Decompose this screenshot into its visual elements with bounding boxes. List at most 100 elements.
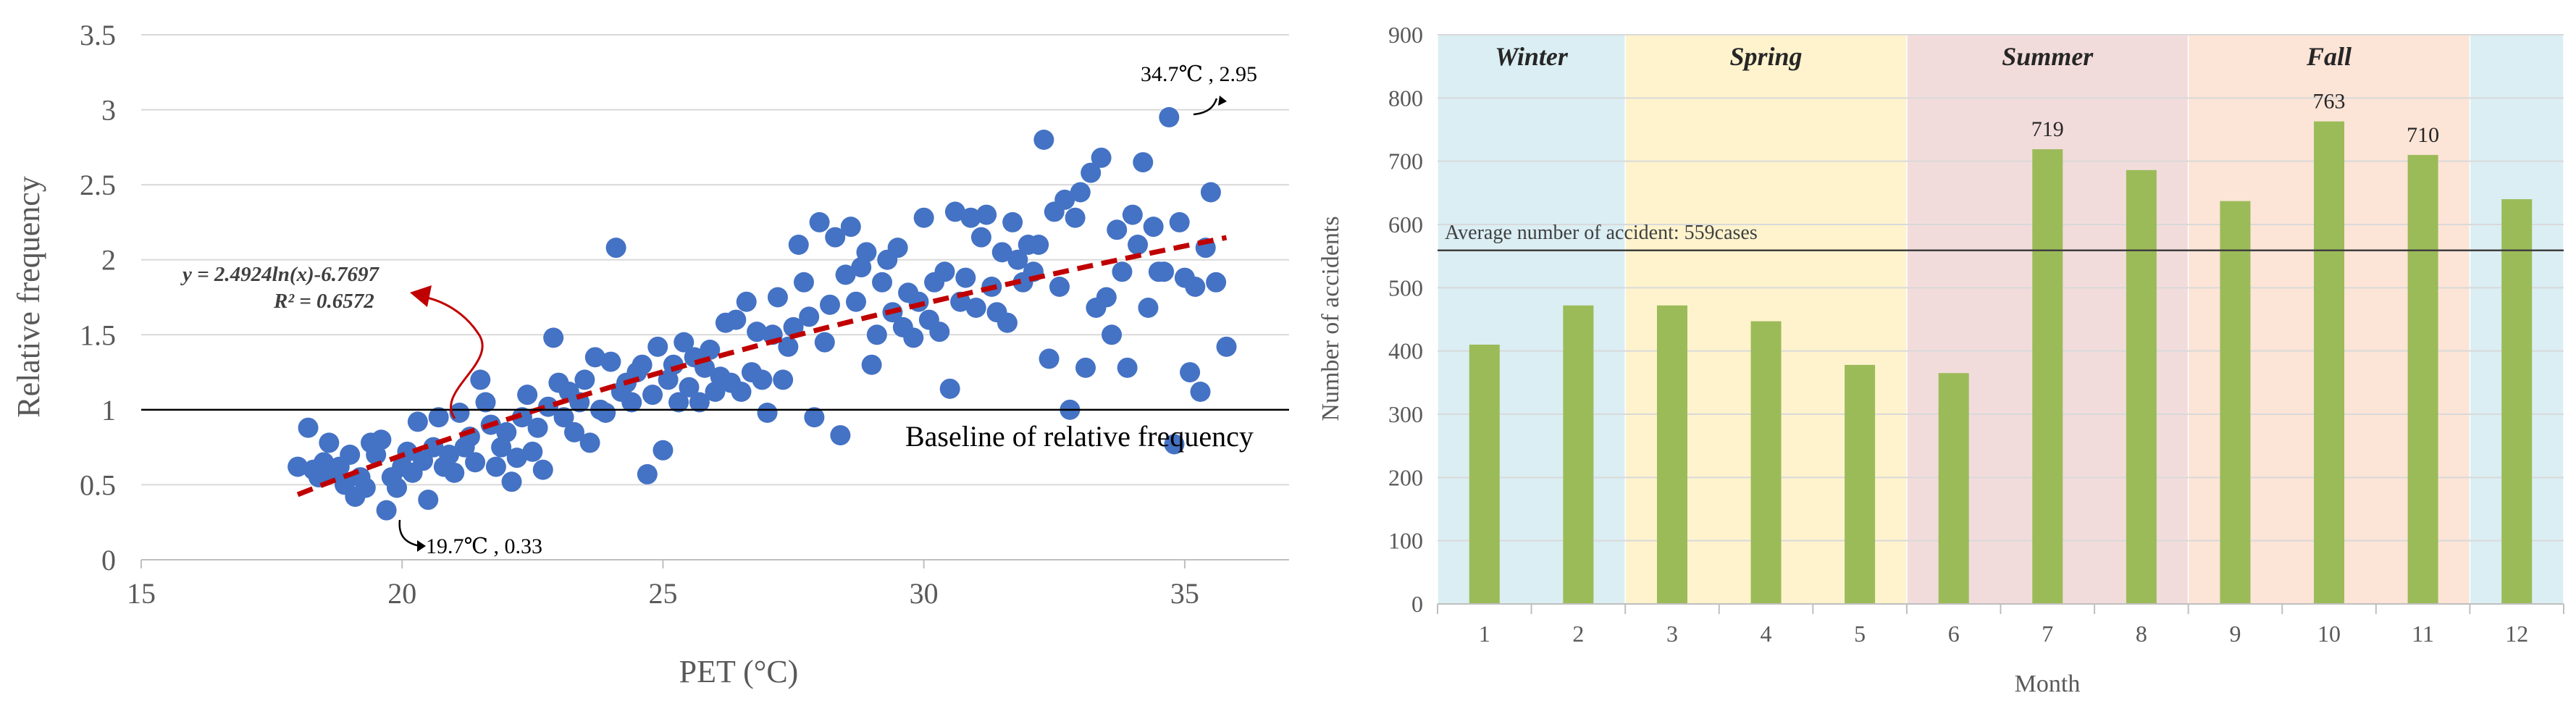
bar-x-tick-label: 10 bbox=[2317, 621, 2341, 647]
scatter-point bbox=[642, 385, 663, 406]
scatter-point bbox=[835, 264, 856, 285]
scatter-point bbox=[1206, 272, 1227, 293]
min-annotation-arrowhead bbox=[417, 540, 426, 552]
scatter-point bbox=[527, 417, 548, 438]
bar-month-11 bbox=[2407, 154, 2438, 604]
scatter-point bbox=[537, 396, 558, 417]
scatter-point bbox=[825, 227, 846, 248]
scatter-point bbox=[788, 235, 809, 255]
min-annotation-arrow bbox=[398, 519, 421, 547]
scatter-point bbox=[934, 261, 955, 282]
bar-month-5 bbox=[1845, 364, 1876, 604]
bar-y-tick-label: 500 bbox=[1388, 274, 1423, 301]
bar-y-tick-label: 600 bbox=[1388, 211, 1423, 238]
scatter-point bbox=[840, 217, 861, 238]
scatter-point bbox=[1028, 235, 1049, 255]
scatter-y-tick-label: 2.5 bbox=[80, 169, 116, 201]
bar-month-3 bbox=[1656, 305, 1687, 604]
scatter-point bbox=[371, 429, 392, 450]
scatter-point bbox=[288, 456, 309, 477]
bar-month-8 bbox=[2126, 169, 2157, 605]
scatter-point bbox=[553, 407, 574, 428]
season-label: Spring bbox=[1730, 42, 1803, 71]
scatter-y-axis-title: Relative frequency bbox=[11, 176, 46, 418]
scatter-point bbox=[496, 421, 517, 442]
scatter-point bbox=[1190, 382, 1211, 402]
scatter-point bbox=[1070, 182, 1091, 203]
bar-data-label: 763 bbox=[2313, 90, 2346, 114]
scatter-point bbox=[595, 403, 616, 423]
scatter-point bbox=[1096, 287, 1117, 308]
scatter-point bbox=[793, 272, 814, 293]
season-label: Winter bbox=[1495, 42, 1569, 71]
scatter-point bbox=[439, 445, 460, 465]
scatter-point bbox=[584, 347, 605, 368]
scatter-point bbox=[522, 441, 543, 462]
scatter-point bbox=[543, 327, 564, 348]
average-label: Average number of accident: 559cases bbox=[1445, 222, 1758, 244]
scatter-point bbox=[689, 392, 710, 413]
scatter-x-tick-label: 25 bbox=[648, 577, 677, 610]
bar-y-tick-label: 900 bbox=[1388, 22, 1423, 48]
scatter-point bbox=[647, 336, 668, 357]
scatter-x-tick-label: 20 bbox=[387, 577, 416, 610]
scatter-point bbox=[1112, 261, 1133, 282]
scatter-point bbox=[340, 445, 361, 465]
scatter-x-axis: 15 20 25 30 35 bbox=[127, 559, 1289, 610]
trend-r-squared: R² = 0.6572 bbox=[273, 290, 374, 313]
scatter-point bbox=[418, 490, 439, 511]
scatter-point bbox=[773, 369, 794, 390]
scatter-point bbox=[960, 207, 981, 228]
scatter-point bbox=[1002, 211, 1023, 232]
scatter-point bbox=[1117, 357, 1138, 378]
min-point-annotation: 19.7℃ , 0.33 bbox=[426, 534, 542, 558]
scatter-point bbox=[579, 432, 600, 453]
bar-y-tick-label: 100 bbox=[1388, 528, 1423, 554]
scatter-point bbox=[970, 227, 991, 248]
scatter-point bbox=[298, 417, 319, 438]
max-point-annotation: 34.7℃ , 2.95 bbox=[1141, 62, 1257, 86]
scatter-point bbox=[1180, 362, 1201, 383]
bar-y-tick-label: 400 bbox=[1388, 338, 1423, 364]
scatter-point bbox=[846, 291, 867, 312]
scatter-point bbox=[470, 369, 491, 390]
scatter-point bbox=[944, 201, 965, 222]
scatter-point bbox=[563, 421, 584, 442]
scatter-y-tick-label: 3 bbox=[101, 94, 116, 127]
bar-x-tick-label: 2 bbox=[1572, 621, 1584, 647]
scatter-point bbox=[674, 332, 695, 353]
season-label: Fall bbox=[2306, 42, 2351, 71]
scatter-point bbox=[809, 211, 830, 232]
scatter-point bbox=[1107, 219, 1128, 240]
bar-x-tick-label: 12 bbox=[2505, 621, 2528, 647]
bar-data-label: 719 bbox=[2031, 117, 2064, 141]
scatter-point bbox=[1164, 434, 1185, 455]
scatter-point bbox=[511, 407, 532, 428]
scatter-point bbox=[1128, 235, 1149, 255]
scatter-point bbox=[1007, 249, 1028, 270]
scatter-point bbox=[939, 378, 960, 399]
scatter-point bbox=[700, 340, 721, 360]
trend-equation: y = 2.4924ln(x)-6.7697 bbox=[180, 263, 380, 286]
scatter-point bbox=[1138, 298, 1159, 318]
scatter-point bbox=[913, 207, 934, 228]
bar-x-tick-label: 11 bbox=[2412, 621, 2434, 647]
bar-x-axis: 1 2 3 4 5 6 7 8 9 10 11 12 bbox=[1437, 603, 2564, 647]
scatter-point bbox=[929, 322, 950, 343]
scatter-point bbox=[319, 432, 340, 453]
bar-x-tick-label: 3 bbox=[1666, 621, 1678, 647]
scatter-point bbox=[1154, 261, 1175, 282]
scatter-point bbox=[955, 267, 976, 288]
scatter-point bbox=[1200, 182, 1221, 203]
bar-month-2 bbox=[1563, 305, 1594, 604]
scatter-point bbox=[517, 385, 538, 406]
scatter-point bbox=[1159, 106, 1180, 127]
scatter-x-tick-label: 15 bbox=[127, 577, 156, 610]
scatter-point bbox=[1102, 324, 1123, 345]
scatter-point bbox=[465, 452, 486, 473]
scatter-point bbox=[736, 291, 757, 312]
scatter-point bbox=[991, 242, 1012, 263]
scatter-y-tick-label: 3.5 bbox=[80, 19, 116, 51]
bar-x-tick-label: 8 bbox=[2136, 621, 2147, 647]
scatter-point bbox=[814, 332, 835, 353]
